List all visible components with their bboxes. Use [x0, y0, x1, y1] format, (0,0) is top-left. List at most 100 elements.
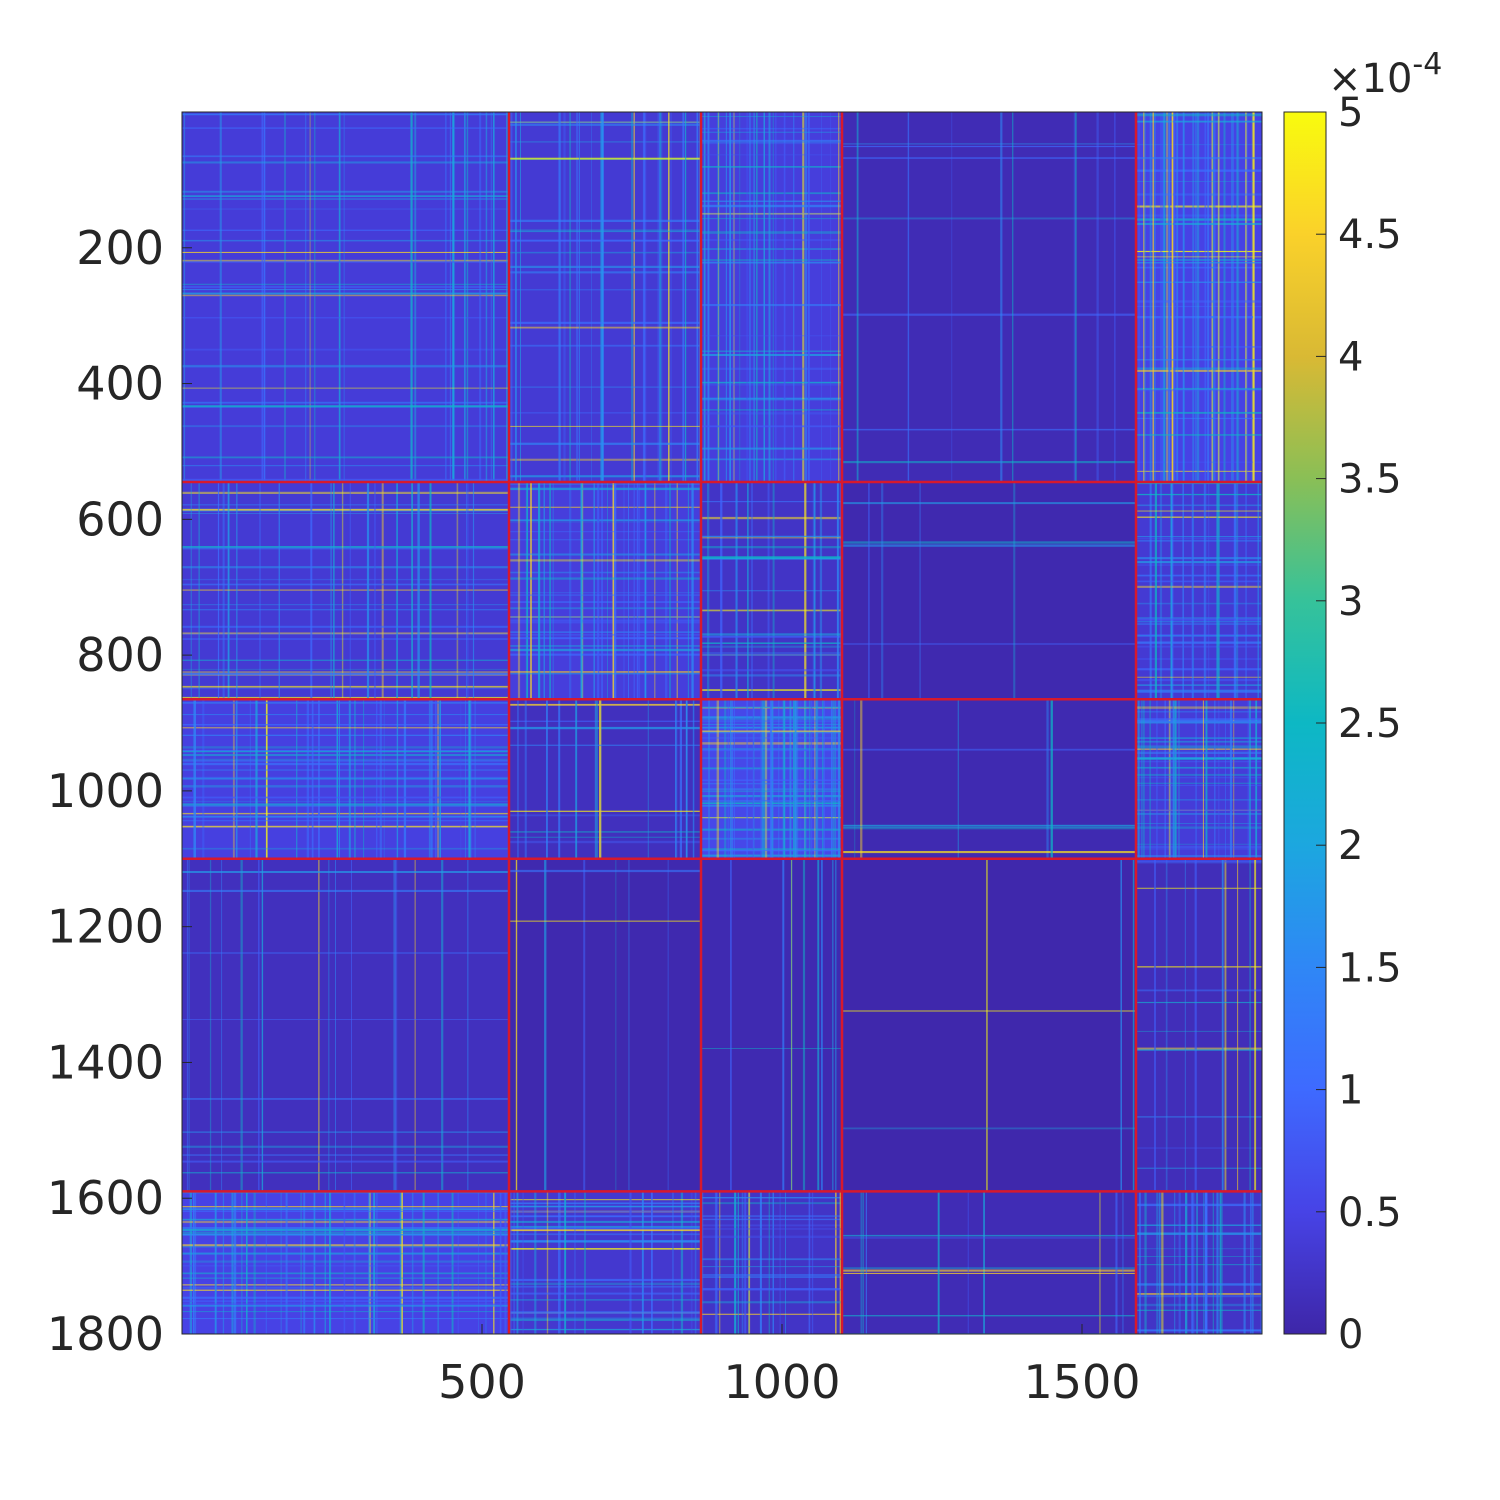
heatmap-stripe [701, 636, 842, 638]
heatmap-stripe [701, 412, 842, 415]
heatmap-stripe [1012, 112, 1014, 482]
heatmap-stripe [675, 699, 678, 859]
heatmap-stripe [1136, 482, 1262, 485]
heatmap-stripe [601, 112, 604, 482]
heatmap-stripe [842, 851, 1136, 854]
heatmap-stripe [186, 858, 189, 1192]
heatmap-stripe [1153, 112, 1156, 482]
heatmap-stripe [429, 481, 432, 700]
colorbar: 0 0.5 1 1.5 2 2.5 3 3.5 4 4.5 5 ×10-4 [1283, 47, 1442, 1358]
heatmap-stripe [831, 699, 833, 859]
heatmap-stripe [1136, 861, 1262, 864]
heatmap-stripe [791, 858, 793, 1192]
heatmap-stripe [509, 1240, 701, 1243]
heatmap-stripe [182, 513, 509, 514]
heatmap-stripe [838, 699, 841, 859]
heatmap-stripe [789, 699, 792, 859]
heatmap-stripe [538, 481, 541, 700]
heatmap-stripe [1073, 112, 1076, 482]
heatmap-stripe [509, 519, 701, 521]
heatmap-stripe [1136, 540, 1262, 542]
heatmap-stripe [1136, 711, 1262, 713]
heatmap-stripe [1152, 112, 1154, 482]
heatmap-stripe [520, 112, 521, 482]
heatmap-stripe [509, 1227, 701, 1229]
heatmap-stripe [1220, 1191, 1223, 1334]
heatmap-stripe [790, 699, 792, 859]
heatmap-stripe [336, 699, 339, 859]
heatmap-stripe [1136, 434, 1262, 436]
heatmap-stripe [842, 541, 1136, 544]
heatmap-stripe [1191, 1191, 1194, 1334]
heatmap-stripe [1136, 411, 1262, 414]
heatmap-stripe [1099, 1191, 1101, 1334]
heatmap-stripe [983, 1191, 985, 1334]
heatmap-stripe [280, 1191, 282, 1334]
heatmap-stripe [1254, 858, 1257, 1192]
heatmap-stripe [701, 127, 842, 130]
heatmap-stripe [641, 1191, 644, 1334]
heatmap-stripe [986, 858, 988, 1192]
heatmap-stripe [842, 217, 1136, 220]
heatmap-stripe [785, 1191, 786, 1334]
heatmap-stripe [509, 1211, 701, 1213]
heatmap-stripe [182, 127, 509, 129]
heatmap-stripe [1216, 481, 1219, 700]
heatmap-stripe [937, 1191, 940, 1334]
heatmap-stripe [525, 481, 528, 700]
heatmap-stripe [222, 481, 225, 700]
heatmap-stripe [748, 112, 751, 482]
heatmap-stripe [399, 1191, 402, 1334]
heatmap-stripe [1136, 1309, 1262, 1311]
heatmap-stripe [510, 112, 513, 482]
heatmap-stripe [1136, 1264, 1262, 1266]
heatmap-stripe [1212, 112, 1214, 482]
heatmap-stripe [509, 531, 701, 533]
heatmap-stripe [1136, 721, 1262, 724]
heatmap-stripe [1213, 112, 1216, 482]
heatmap-stripe [708, 699, 710, 859]
heatmap-stripe [638, 481, 641, 700]
heatmap-stripe [1136, 813, 1262, 815]
heatmap-stripe [1136, 782, 1262, 784]
heatmap-stripe [657, 112, 659, 482]
heatmap-stripe [701, 1313, 842, 1315]
heatmap-stripe [182, 820, 509, 822]
heatmap-stripe [182, 1131, 509, 1133]
heatmap-stripe [701, 231, 842, 233]
heatmap-stripe [182, 1245, 509, 1248]
heatmap-stripe [752, 699, 754, 859]
heatmap-stripe [182, 1145, 509, 1148]
heatmap-stripe [701, 1048, 842, 1049]
heatmap-stripe [1235, 481, 1239, 700]
heatmap-stripe [509, 229, 701, 232]
heatmap-stripe [575, 699, 578, 859]
heatmap-stripe [690, 1191, 693, 1334]
heatmap-stripe [182, 760, 509, 762]
heatmap-stripe [1221, 858, 1224, 1192]
heatmap-stripe [967, 1191, 969, 1334]
heatmap-stripe [701, 633, 842, 636]
heatmap-stripe [509, 726, 701, 730]
heatmap-stripe [509, 1233, 701, 1236]
heatmap-stripe [668, 112, 670, 482]
heatmap-stripe [509, 506, 701, 508]
heatmap-stripe [842, 157, 1136, 159]
heatmap-stripe [182, 734, 509, 736]
heatmap-stripe [1143, 112, 1145, 482]
heatmap-stripe [1217, 112, 1220, 482]
heatmap-stripe [221, 858, 223, 1192]
heatmap-stripe [1136, 602, 1262, 605]
heatmap-stripe [701, 239, 842, 242]
heatmap-stripe [509, 720, 701, 722]
heatmap-stripe [701, 654, 842, 656]
heatmap-stripe [437, 1191, 439, 1334]
heatmap-stripe [701, 556, 842, 559]
heatmap-stripe [1136, 256, 1262, 258]
heatmap-stripe [701, 447, 842, 450]
colorbar-tick-label: 4.5 [1338, 212, 1402, 258]
heatmap-stripe [1136, 676, 1262, 678]
heatmap-stripe [552, 481, 554, 700]
heatmap-stripe [509, 230, 701, 233]
heatmap-stripe [803, 699, 805, 859]
